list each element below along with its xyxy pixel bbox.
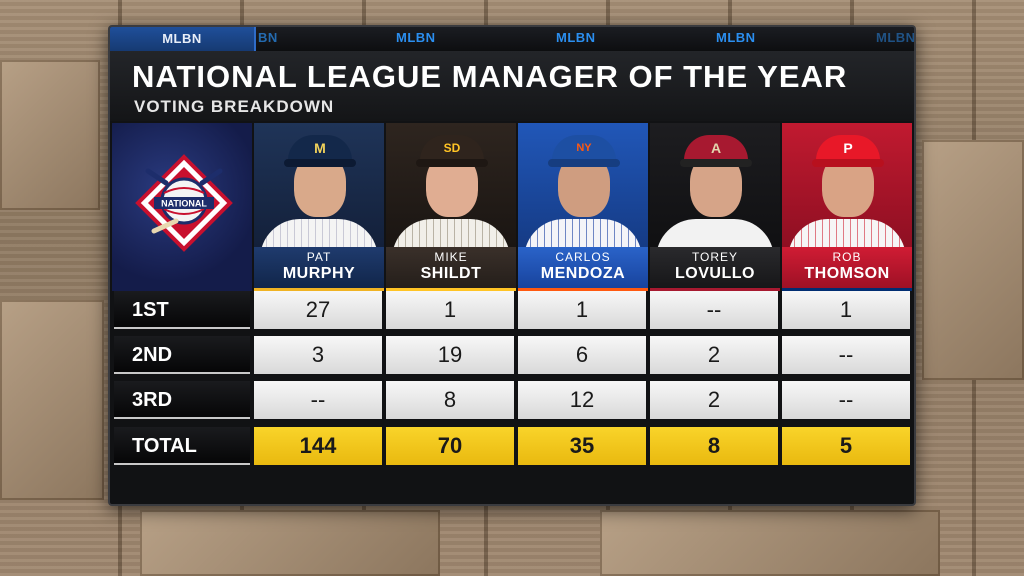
wood-block — [0, 300, 104, 500]
team-color-stripe — [782, 288, 912, 291]
manager-photo-row: NATIONAL M PAT MURPHY — [110, 123, 914, 291]
strip-logo: MLBN — [876, 30, 916, 45]
cap-logo-icon: A — [710, 140, 722, 156]
total-cell: 144 — [254, 427, 382, 465]
manager-cap-bill — [812, 159, 884, 167]
wood-block — [140, 510, 440, 576]
manager-first-name: PAT — [306, 250, 332, 264]
cap-logo-icon: M — [314, 140, 326, 156]
voting-graphic-panel: MLBN BN MLBN MLBN MLBN MLBN NATIONAL LEA… — [108, 25, 916, 506]
total-row: TOTAL 144 70 35 8 5 — [110, 427, 914, 465]
manager-last-name: THOMSON — [804, 265, 890, 282]
manager-card: NY CARLOS MENDOZA — [518, 123, 648, 291]
manager-cap-bill — [416, 159, 488, 167]
manager-card: P ROB THOMSON — [782, 123, 912, 291]
strip-logo: MLBN — [556, 30, 596, 45]
cap-logo-icon: SD — [443, 141, 461, 155]
wood-block — [922, 140, 1024, 380]
manager-last-name: MURPHY — [282, 265, 356, 282]
manager-first-name: CARLOS — [555, 250, 611, 264]
page-title: NATIONAL LEAGUE MANAGER OF THE YEAR — [132, 59, 848, 94]
wood-block — [600, 510, 940, 576]
team-color-stripe — [386, 288, 516, 291]
national-league-logo-icon: NATIONAL — [135, 154, 233, 252]
team-color-stripe — [254, 288, 384, 291]
manager-namebar: PAT MURPHY — [254, 247, 384, 291]
wood-block — [0, 60, 100, 210]
vote-cell: -- — [782, 336, 910, 374]
total-cell: 8 — [650, 427, 778, 465]
manager-card: A TOREY LOVULLO — [650, 123, 780, 291]
manager-first-name: TOREY — [691, 250, 739, 264]
table-row: 2ND 3 19 6 2 -- — [110, 336, 914, 374]
network-logo-strip: MLBN BN MLBN MLBN MLBN MLBN — [110, 27, 914, 51]
vote-cell: 1 — [518, 291, 646, 329]
table-row: 3RD -- 8 12 2 -- — [110, 381, 914, 419]
manager-last-name: LOVULLO — [675, 265, 755, 282]
cap-logo-icon: P — [843, 140, 853, 156]
network-logo: MLBN — [110, 27, 256, 51]
vote-cell: 27 — [254, 291, 382, 329]
manager-namebar: CARLOS MENDOZA — [518, 247, 648, 291]
vote-cell: 2 — [650, 336, 778, 374]
team-color-stripe — [518, 288, 648, 291]
vote-cell: 6 — [518, 336, 646, 374]
row-label: 1ST — [114, 291, 250, 329]
vote-cell: 12 — [518, 381, 646, 419]
row-label: 2ND — [114, 336, 250, 374]
vote-cell: 1 — [782, 291, 910, 329]
manager-cap-bill — [680, 159, 752, 167]
strip-logo: MLBN — [396, 30, 436, 45]
vote-cell: -- — [650, 291, 778, 329]
cap-logo-icon: NY — [576, 142, 592, 154]
vote-cell: 3 — [254, 336, 382, 374]
strip-logo: MLBN — [716, 30, 756, 45]
total-cell: 5 — [782, 427, 910, 465]
row-label: 3RD — [114, 381, 250, 419]
graphic-header: NATIONAL LEAGUE MANAGER OF THE YEAR VOTI… — [110, 51, 914, 121]
strip-logo: BN — [258, 30, 278, 45]
vote-cell: -- — [254, 381, 382, 419]
manager-cap-bill — [284, 159, 356, 167]
league-logo-text: NATIONAL — [161, 199, 207, 209]
total-cell: 35 — [518, 427, 646, 465]
manager-last-name: SHILDT — [420, 265, 482, 282]
manager-namebar: TOREY LOVULLO — [650, 247, 780, 291]
vote-cell: 2 — [650, 381, 778, 419]
table-row: 1ST 27 1 1 -- 1 — [110, 291, 914, 329]
vote-cell: 1 — [386, 291, 514, 329]
total-cell: 70 — [386, 427, 514, 465]
row-label: TOTAL — [114, 427, 250, 465]
team-color-stripe — [650, 288, 780, 291]
manager-first-name: MIKE — [434, 250, 468, 264]
manager-namebar: ROB THOMSON — [782, 247, 912, 291]
manager-last-name: MENDOZA — [540, 265, 626, 282]
manager-card: SD MIKE SHILDT — [386, 123, 516, 291]
manager-card: M PAT MURPHY — [254, 123, 384, 291]
vote-cell: 19 — [386, 336, 514, 374]
league-logo-box: NATIONAL — [112, 123, 252, 291]
vote-cell: 8 — [386, 381, 514, 419]
manager-namebar: MIKE SHILDT — [386, 247, 516, 291]
manager-first-name: ROB — [832, 250, 862, 264]
vote-cell: -- — [782, 381, 910, 419]
manager-cap-bill — [548, 159, 620, 167]
page-subtitle: VOTING BREAKDOWN — [134, 97, 335, 116]
